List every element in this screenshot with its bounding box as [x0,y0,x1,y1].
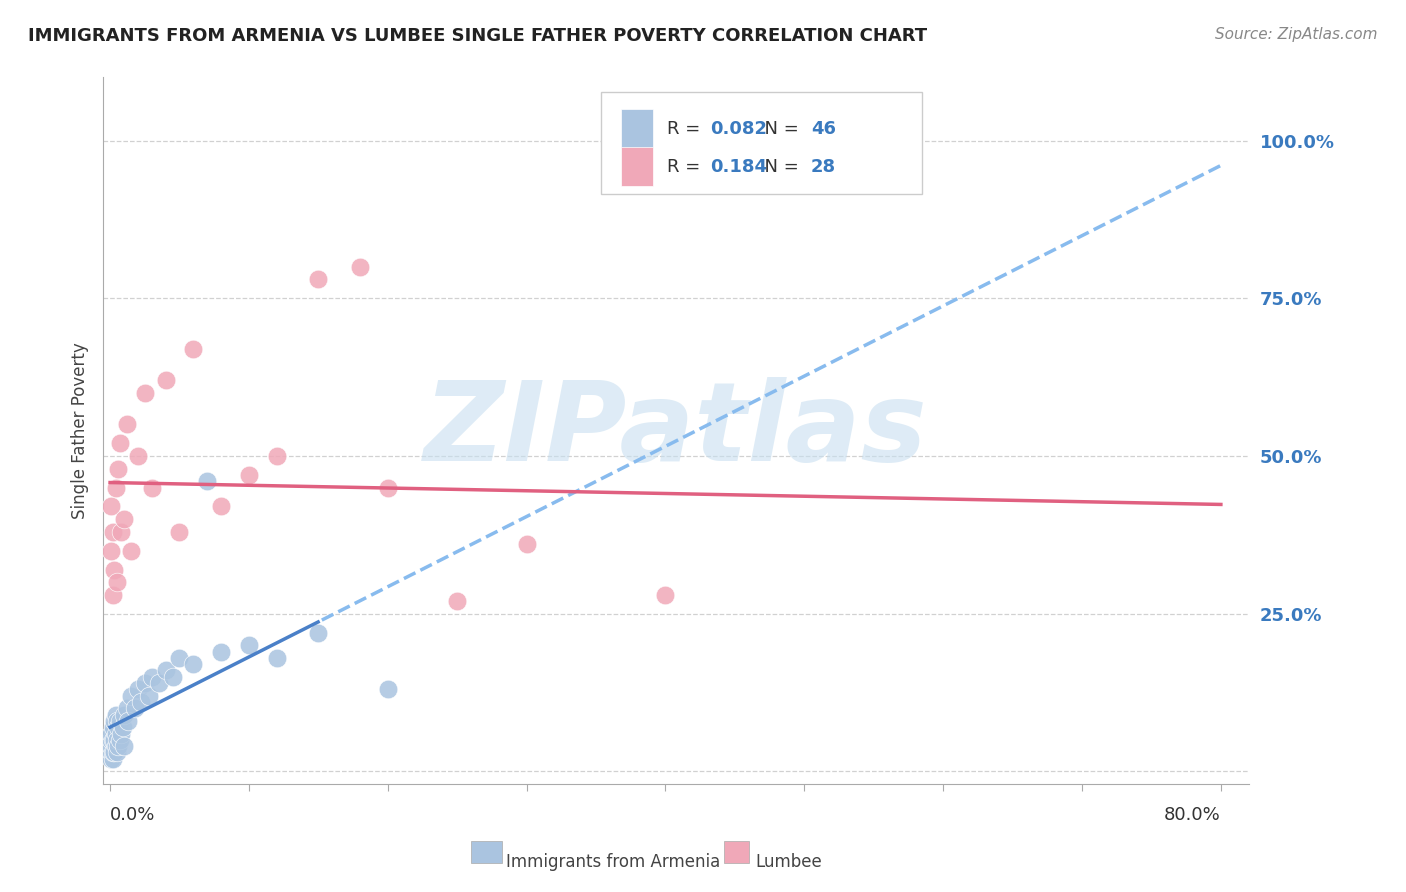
Text: R =: R = [666,158,706,177]
Point [112,707,135,722]
Point [307,272,329,286]
Point [110,524,132,539]
Point [100,739,122,754]
Bar [621,109,652,148]
Text: Immigrants from Armenia: Immigrants from Armenia [506,853,720,871]
Point [117,714,139,728]
Point [238,638,260,652]
Point [104,481,127,495]
Text: R =: R = [666,120,706,138]
Text: IMMIGRANTS FROM ARMENIA VS LUMBEE SINGLE FATHER POVERTY CORRELATION CHART: IMMIGRANTS FROM ARMENIA VS LUMBEE SINGLE… [28,27,927,45]
Point [124,701,146,715]
Text: 0.184: 0.184 [710,158,768,177]
Point [169,650,191,665]
Point [141,670,163,684]
Point [238,467,260,482]
Point [377,481,399,495]
Point [195,474,218,488]
Point [266,449,288,463]
Point [112,512,135,526]
Text: 28: 28 [811,158,837,177]
Point [104,739,127,754]
Point [155,664,177,678]
Point [183,342,205,356]
Point [120,543,142,558]
Text: 0.082: 0.082 [710,120,768,138]
Point [108,732,131,747]
Point [127,449,149,463]
FancyBboxPatch shape [602,92,922,194]
Point [115,417,138,432]
Point [103,714,125,728]
Point [111,720,134,734]
Point [115,701,138,715]
Y-axis label: Single Father Poverty: Single Father Poverty [72,343,89,519]
Point [101,746,124,760]
Text: 46: 46 [811,120,837,138]
Point [134,385,156,400]
Point [107,739,129,754]
Point [138,689,160,703]
Point [101,524,124,539]
Point [103,562,125,576]
Point [108,714,131,728]
Point [209,644,232,658]
Point [127,682,149,697]
Point [100,752,122,766]
Point [129,695,152,709]
Point [100,500,122,514]
Point [103,746,125,760]
Point [349,260,371,274]
Point [103,732,125,747]
Bar [621,146,652,186]
Point [101,752,124,766]
Point [107,461,129,475]
Point [155,373,177,387]
Point [100,726,122,740]
Text: Source: ZipAtlas.com: Source: ZipAtlas.com [1215,27,1378,42]
Point [100,746,122,760]
Point [169,524,191,539]
Point [209,500,232,514]
Point [104,726,127,740]
Point [134,676,156,690]
Point [101,720,124,734]
Point [105,746,128,760]
Text: N =: N = [752,120,804,138]
Point [104,707,127,722]
Point [101,588,124,602]
Point [100,543,122,558]
Point [377,682,399,697]
Point [110,726,132,740]
Text: ZIPatlas: ZIPatlas [425,377,928,484]
Point [266,650,288,665]
Text: 80.0%: 80.0% [1164,806,1220,824]
Point [183,657,205,672]
Point [120,689,142,703]
Point [105,732,128,747]
Text: Lumbee: Lumbee [755,853,821,871]
Point [148,676,170,690]
Point [105,714,128,728]
Point [516,537,538,551]
Text: N =: N = [752,158,804,177]
Point [141,481,163,495]
Text: 0.0%: 0.0% [110,806,156,824]
Point [107,720,129,734]
Point [105,575,128,590]
Point [162,670,184,684]
Point [307,625,329,640]
Point [108,436,131,450]
Point [654,588,676,602]
Point [112,739,135,754]
Point [446,594,468,608]
Point [100,732,122,747]
Point [101,732,124,747]
